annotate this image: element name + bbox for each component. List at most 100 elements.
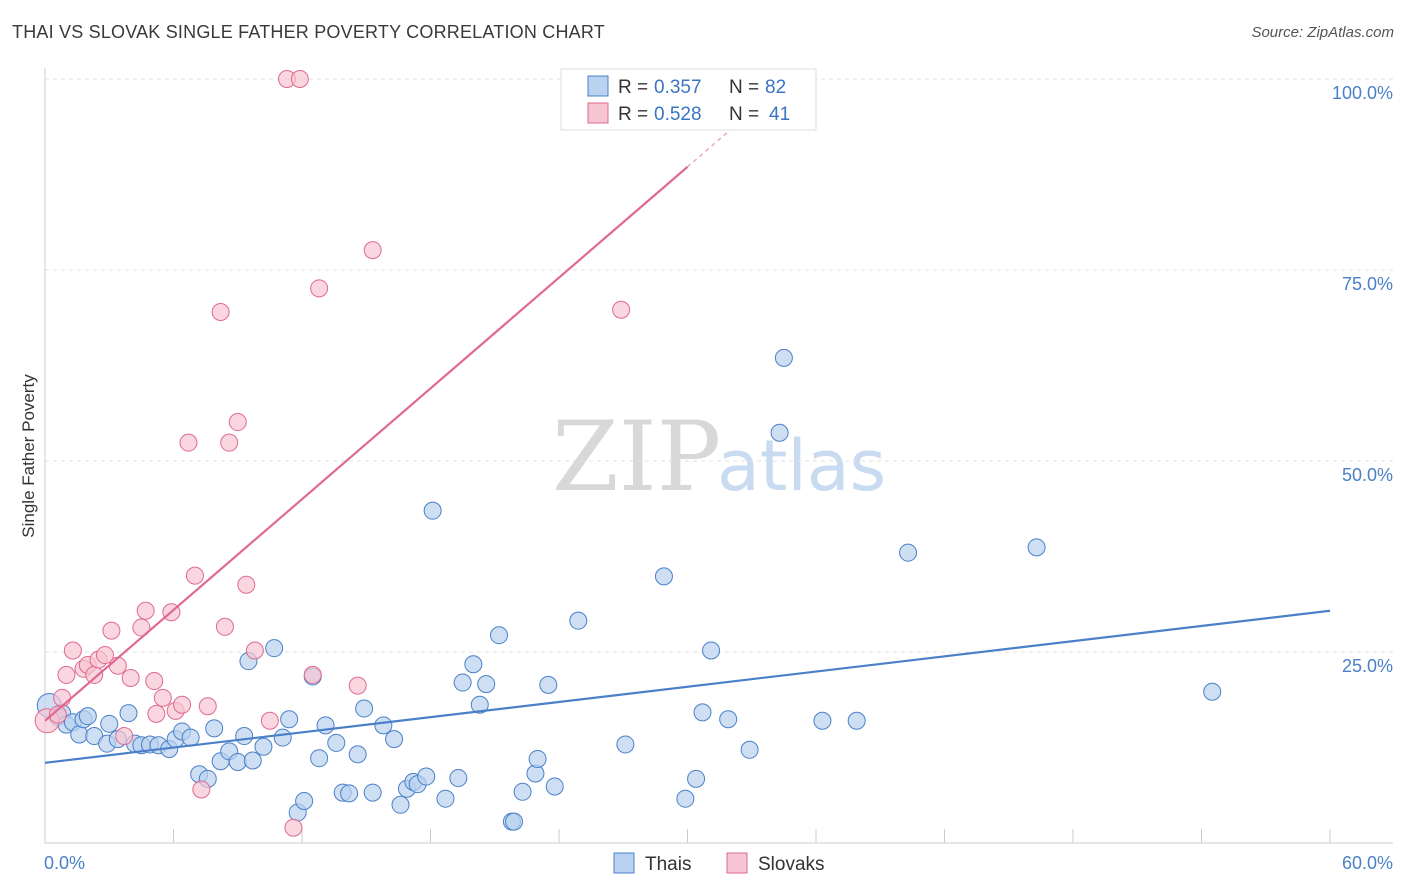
point-thais-61 [505,812,524,831]
point-thais-39 [327,733,346,752]
stats-r-value-thais: 0.357 [654,77,702,98]
point-slovaks-15 [136,601,155,620]
point-slovaks-29 [228,413,247,432]
point-slovaks-11 [108,656,127,675]
point-slovaks-22 [179,433,198,452]
series-legend: Thais Slovaks [613,852,825,875]
point-thais-41 [340,784,359,803]
point-thais-35 [295,791,314,810]
point-thais-7 [78,707,97,726]
x-tick-label-min: 0.0% [44,853,85,873]
chart-title: THAI VS SLOVAK SINGLE FATHER POVERTY COR… [12,22,605,42]
point-slovaks-25 [198,697,217,716]
point-thais-31 [265,639,284,658]
point-thais-64 [528,749,547,768]
point-thais-43 [355,699,374,718]
point-thais-44 [363,783,382,802]
point-slovaks-4 [63,641,82,660]
point-slovaks-27 [215,617,234,636]
point-thais-78 [813,711,832,730]
trend-line-slovaks [44,166,689,722]
point-slovaks-21 [173,695,192,714]
point-thais-23 [205,719,224,738]
watermark-zip: ZIP [552,401,721,513]
y-tick-label-50: 50.0% [1342,465,1393,485]
point-thais-69 [654,567,673,586]
point-thais-37 [310,749,329,768]
point-thais-73 [702,641,721,660]
point-thais-82 [1203,682,1222,701]
point-thais-70 [676,789,695,808]
y-tick-label-100: 100.0% [1332,83,1393,103]
point-thais-72 [693,703,712,722]
series-thais-points [36,348,1222,831]
point-slovaks-12 [115,727,134,746]
point-thais-65 [539,675,558,694]
x-axis-ticks [44,829,1331,843]
point-thais-52 [423,501,442,520]
point-thais-67 [569,611,588,630]
point-slovaks-18 [153,688,172,707]
trend-line-thais [44,609,1331,764]
point-thais-80 [899,543,918,562]
point-thais-46 [385,730,404,749]
point-thais-57 [470,695,489,714]
series-slovaks-points [34,70,631,837]
point-thais-71 [687,769,706,788]
stats-r-label-slovaks: R = [618,104,648,125]
y-tick-label-75: 75.0% [1342,274,1393,294]
point-slovaks-3 [57,665,76,684]
point-slovaks-37 [310,279,329,298]
y-axis-tick-labels: 25.0% 50.0% 75.0% 100.0% [1332,83,1393,676]
stats-n-value-thais: 82 [765,77,786,98]
point-thais-55 [453,673,472,692]
point-thais-53 [436,789,455,808]
legend-swatch-slovaks [726,852,748,874]
point-thais-54 [449,769,468,788]
point-thais-26 [228,753,247,772]
point-thais-66 [545,777,564,796]
point-slovaks-14 [132,618,151,637]
point-thais-30 [254,737,273,756]
point-thais-47 [391,795,410,814]
source-credit: Source: ZipAtlas.com [1251,24,1394,41]
point-thais-51 [417,767,436,786]
point-slovaks-1 [48,705,67,724]
point-slovaks-16 [145,672,164,691]
point-slovaks-10 [102,621,121,640]
point-thais-56 [464,655,483,674]
point-slovaks-17 [147,704,166,723]
point-slovaks-30 [237,575,256,594]
point-thais-59 [490,626,509,645]
legend-label-slovaks: Slovaks [758,854,825,875]
point-slovaks-26 [211,303,230,322]
stats-n-label-slovaks: N = [729,104,759,125]
point-slovaks-39 [363,241,382,260]
point-thais-32 [273,728,292,747]
point-thais-42 [348,745,367,764]
stats-legend: R = 0.357 N = 82 R = 0.528 N = 41 [560,68,817,131]
point-thais-75 [740,740,759,759]
y-axis-title: Single Father Poverty [19,374,38,538]
point-slovaks-28 [220,433,239,452]
point-thais-10 [100,714,119,733]
legend-swatch-thais [613,852,635,874]
point-slovaks-2 [53,688,72,707]
stats-legend-swatch-thais [587,75,609,97]
y-tick-label-25: 25.0% [1342,656,1393,676]
point-slovaks-31 [245,641,264,660]
grid-lines [45,78,1393,653]
point-thais-12 [119,704,138,723]
stats-n-value-slovaks: 41 [769,104,790,125]
point-thais-27 [235,727,254,746]
point-thais-20 [181,728,200,747]
point-thais-74 [719,710,738,729]
point-thais-29 [243,751,262,770]
point-slovaks-40 [612,300,631,319]
stats-r-label-thais: R = [618,77,648,98]
point-slovaks-9 [95,646,114,665]
stats-r-value-slovaks: 0.528 [654,104,702,125]
point-slovaks-7 [85,665,104,684]
watermark-atlas: atlas [717,425,886,507]
